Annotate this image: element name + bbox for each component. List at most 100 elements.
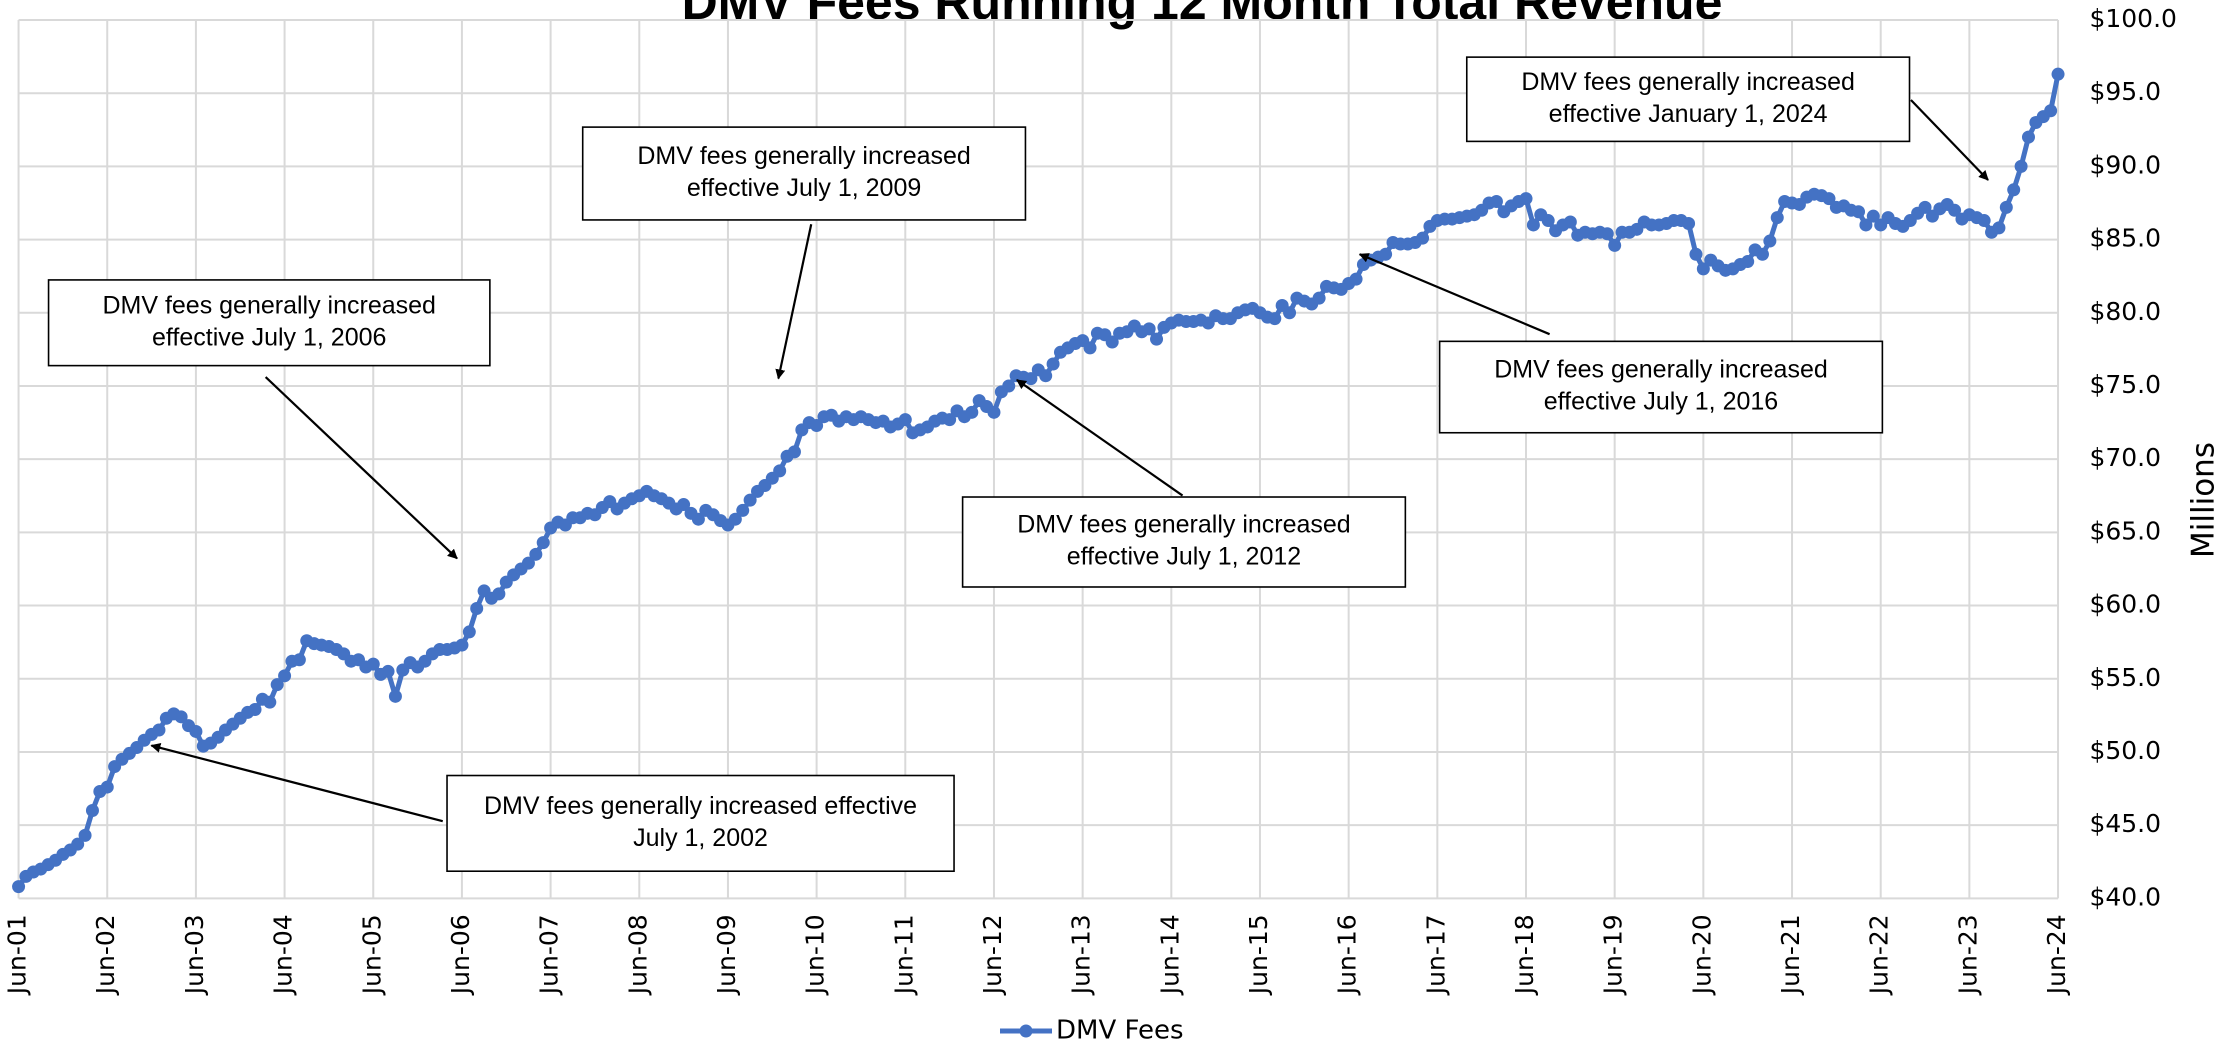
- data-point: [71, 837, 85, 851]
- data-point: [263, 695, 277, 709]
- annotation-box: [961, 496, 1407, 588]
- data-point: [1822, 192, 1836, 206]
- data-point: [174, 710, 188, 724]
- data-point: [492, 587, 506, 601]
- data-point: [787, 445, 801, 459]
- annotation-box: [446, 774, 955, 873]
- annotation-text: DMV fees generally increased: [1017, 511, 1351, 539]
- data-point: [529, 547, 543, 561]
- annotation-text: effective July 1, 2016: [1544, 388, 1778, 416]
- data-point: [1349, 272, 1363, 286]
- data-point: [2021, 130, 2035, 144]
- data-point: [1526, 218, 1540, 232]
- data-point: [1002, 379, 1016, 393]
- data-point: [965, 405, 979, 419]
- data-point: [381, 664, 395, 678]
- data-point: [1948, 203, 1962, 217]
- x-tick-label: Jun-01: [3, 914, 32, 996]
- annotation-text: effective July 1, 2009: [687, 174, 921, 202]
- data-point: [189, 724, 203, 738]
- annotation-text: effective July 1, 2012: [1067, 543, 1301, 571]
- x-tick-label: Jun-13: [1067, 914, 1096, 996]
- data-point: [1696, 262, 1710, 276]
- data-point: [898, 413, 912, 427]
- x-tick-label: Jun-21: [1776, 914, 1805, 996]
- annotation-text: DMV fees generally increased: [1494, 356, 1828, 384]
- data-point: [1046, 357, 1060, 371]
- data-point: [78, 828, 92, 842]
- data-point: [1283, 306, 1297, 320]
- data-point: [728, 512, 742, 526]
- data-point: [2051, 67, 2065, 81]
- annotation-text: July 1, 2002: [633, 824, 768, 852]
- data-point: [1859, 218, 1873, 232]
- data-point: [1866, 209, 1880, 223]
- data-point: [270, 678, 284, 692]
- data-point: [1312, 291, 1326, 305]
- data-point: [736, 503, 750, 517]
- annotation: DMV fees generally increased effective Ju…: [47, 279, 491, 560]
- x-tick-label: Jun-19: [1599, 914, 1628, 996]
- annotation-arrow: [264, 376, 458, 560]
- data-point: [810, 418, 824, 432]
- data-point: [152, 723, 166, 737]
- annotation-text: DMV fees generally increased: [102, 291, 436, 319]
- annotation: DMV fees generally increased effective Ju…: [961, 379, 1407, 588]
- x-tick-label: Jun-10: [801, 914, 830, 996]
- data-point: [1024, 372, 1038, 386]
- annotation: DMV fees generally increased effective Ju…: [1358, 253, 1884, 434]
- data-point: [1519, 192, 1533, 206]
- data-point: [521, 556, 535, 570]
- annotation-text: DMV fees generally increased: [1521, 68, 1855, 96]
- data-point: [1763, 234, 1777, 248]
- data-point: [1563, 215, 1577, 229]
- series-line: [16, 73, 2061, 889]
- annotation-text: effective January 1, 2024: [1549, 100, 1828, 128]
- annotation-arrow: [1016, 379, 1184, 497]
- data-point: [987, 405, 1001, 419]
- data-point: [455, 638, 469, 652]
- x-tick-label: Jun-02: [91, 914, 120, 996]
- data-point: [1999, 200, 2013, 214]
- data-point: [2007, 183, 2021, 197]
- data-point: [677, 498, 691, 512]
- x-tick-label: Jun-08: [623, 914, 652, 996]
- data-point: [1992, 221, 2006, 235]
- x-tick-label: Jun-20: [1687, 914, 1716, 996]
- y-tick-label: $80.0: [2089, 297, 2161, 326]
- x-tick-label: Jun-05: [357, 914, 386, 996]
- data-point: [773, 464, 787, 478]
- data-point: [1105, 335, 1119, 349]
- y-tick-label: $70.0: [2089, 443, 2161, 472]
- y-axis-label: Millions: [2186, 442, 2222, 558]
- data-point: [1142, 322, 1156, 336]
- data-point: [1977, 214, 1991, 228]
- annotation-box: [581, 126, 1027, 221]
- y-tick-label: $75.0: [2089, 370, 2161, 399]
- data-point: [1682, 216, 1696, 230]
- legend-label: DMV Fees: [1056, 1016, 1184, 1042]
- data-point: [366, 657, 380, 671]
- data-point: [1770, 211, 1784, 225]
- x-tick-label: Jun-12: [978, 914, 1007, 996]
- x-tick-label: Jun-03: [180, 914, 209, 996]
- annotation-arrow: [1910, 99, 1989, 181]
- data-point: [943, 413, 957, 427]
- data-point: [248, 702, 262, 716]
- y-tick-label: $40.0: [2089, 882, 2161, 911]
- data-point: [1541, 214, 1555, 228]
- data-point: [743, 493, 757, 507]
- x-tick-label: Jun-11: [889, 914, 918, 996]
- data-point: [536, 536, 550, 550]
- data-point: [1600, 227, 1614, 241]
- data-point: [1918, 200, 1932, 214]
- y-tick-label: $60.0: [2089, 590, 2161, 619]
- data-point: [1379, 247, 1393, 261]
- x-tick-label: Jun-04: [269, 914, 298, 996]
- legend: DMV Fees: [1000, 1016, 1184, 1042]
- x-tick-label: Jun-23: [1953, 914, 1982, 996]
- annotation-box: [1465, 56, 1911, 143]
- annotation: DMV fees generally increased effective Ja…: [1465, 56, 1989, 181]
- x-tick-label: Jun-17: [1421, 914, 1450, 996]
